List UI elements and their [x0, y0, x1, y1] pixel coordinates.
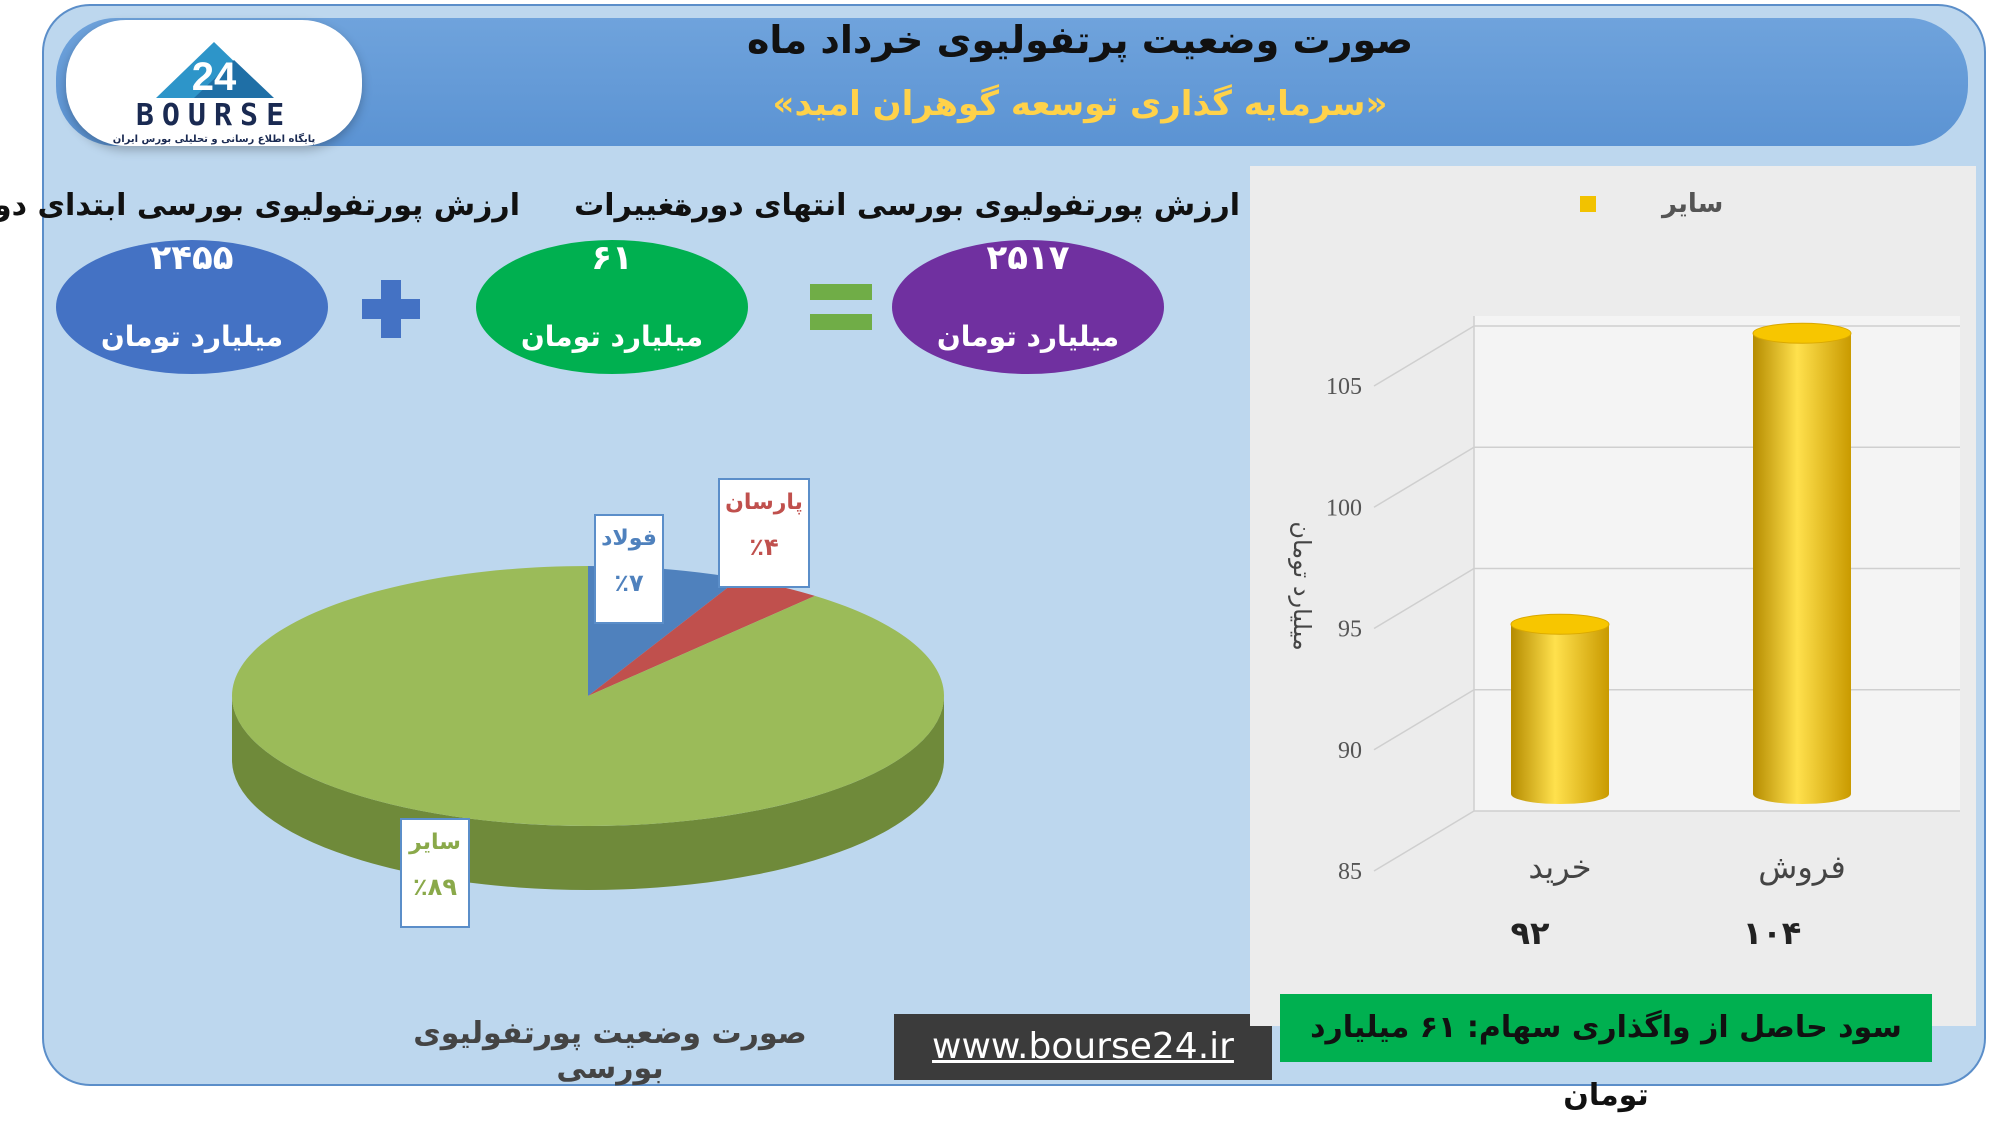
start-value-oval: ۲۴۵۵ میلیارد تومان: [56, 238, 328, 374]
bourse24-logo[interactable]: 24 BOURSE پایگاه اطلاع رسانی و تحلیلی بو…: [66, 20, 362, 146]
page-title: صورت وضعیت پرتفولیوی خرداد ماه: [746, 18, 1414, 62]
change-value: ۶۱: [591, 238, 633, 278]
gridline-depth: [1373, 689, 1475, 751]
logo-mountain-icon: 24: [156, 42, 274, 99]
page-subtitle: «سرمایه گذاری توسعه گوهران امید»: [772, 84, 1388, 124]
footer-caption: صورت وضعیت پورتفولیوی بورسی: [413, 1016, 807, 1086]
pie-slice: [588, 578, 815, 696]
y-tick-label: 90: [1338, 738, 1362, 764]
bar: [1511, 624, 1609, 804]
pie-label-name: پارسان: [725, 490, 803, 515]
bar: [1753, 333, 1851, 804]
bar-cap: [1752, 322, 1852, 344]
gridline-depth: [1373, 567, 1475, 630]
y-tick-label: 100: [1326, 495, 1362, 521]
y-axis-title: میلیارد تومان: [1288, 521, 1316, 650]
y-tick-label: 95: [1338, 617, 1362, 643]
equals-sign-icon: [810, 284, 872, 300]
pie-label-percent: ٪۸۹: [413, 873, 457, 901]
x-category-label: فروش: [1758, 848, 1845, 886]
pie-slice: [231, 566, 945, 826]
equals-sign-icon-bar: [810, 314, 872, 330]
start-value: ۲۴۵۵: [150, 238, 234, 278]
y-tick-label: 105: [1326, 374, 1362, 400]
trade-bar-chart: 85 90 95 100 105 میلیارد تومان سایر خرید ۹۲ فروش ۱…: [1288, 189, 1960, 952]
bar-value-label: ۹۲: [1510, 914, 1550, 952]
y-tick-label: 85: [1338, 859, 1362, 885]
pie-label-percent: ٪۴: [749, 533, 779, 561]
profit-banner: سود حاصل از واگذاری سهام: ۶۱ میلیارد توم…: [1280, 994, 1932, 1113]
logo-wordmark: BOURSE: [135, 98, 293, 133]
logo-tagline: پایگاه اطلاع رسانی و تحلیلی بورس ایران: [112, 134, 316, 145]
change-value-unit: میلیارد تومان: [520, 320, 704, 353]
website-link[interactable]: www.bourse24.ir: [894, 1014, 1272, 1080]
pie-label-sayer: سایر ٪۸۹: [400, 818, 470, 928]
x-category-label: خرید: [1528, 848, 1591, 886]
start-value-label: ارزش پورتفولیوی بورسی ابتدای دوره: [0, 188, 520, 223]
header-banner: [56, 18, 1968, 146]
pie-label-name: سایر: [409, 830, 461, 855]
end-value-unit: میلیارد تومان: [936, 320, 1120, 353]
legend-swatch: [1580, 196, 1596, 212]
end-value: ۲۵۱۷: [986, 238, 1070, 278]
svg-text:24: 24: [192, 55, 237, 99]
start-value-unit: میلیارد تومان: [100, 320, 284, 353]
end-value-label: ارزش پورتفولیوی بورسی انتهای دوره: [674, 188, 1240, 223]
legend-label: سایر: [1660, 189, 1723, 219]
gridline-depth: [1373, 810, 1475, 872]
pie-label-folad: فولاد ٪۷: [594, 514, 664, 624]
end-value-oval: ۲۵۱۷ میلیارد تومان: [892, 238, 1164, 374]
portfolio-pie-chart: [231, 566, 945, 890]
pie-label-name: فولاد: [601, 526, 657, 551]
change-value-oval: ۶۱ میلیارد تومان: [476, 238, 748, 374]
bar-value-label: ۱۰۴: [1743, 914, 1802, 952]
change-label: تغییرات: [574, 188, 686, 223]
gridline-depth: [1373, 446, 1475, 508]
pie-label-parsan: پارسان ٪۴: [718, 478, 810, 588]
plus-sign-icon-bar: [362, 299, 420, 319]
bar-cap: [1510, 613, 1610, 635]
pie-label-percent: ٪۷: [614, 569, 644, 597]
gridline-depth: [1373, 325, 1475, 387]
